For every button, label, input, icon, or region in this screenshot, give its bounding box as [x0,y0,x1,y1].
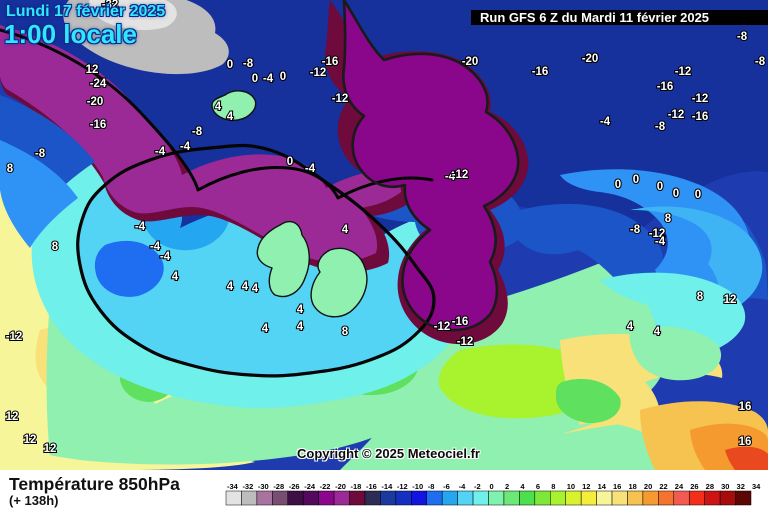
svg-text:14: 14 [598,482,607,491]
svg-text:-14: -14 [381,482,393,491]
svg-text:-34: -34 [227,482,239,491]
svg-text:-22: -22 [320,482,331,491]
svg-text:8: 8 [551,482,555,491]
svg-text:-10: -10 [412,482,423,491]
svg-text:-16: -16 [366,482,377,491]
svg-text:-28: -28 [273,482,284,491]
svg-text:34: 34 [752,482,761,491]
svg-text:-4: -4 [459,482,466,491]
svg-text:-24: -24 [304,482,316,491]
svg-text:12: 12 [582,482,590,491]
svg-text:-8: -8 [428,482,435,491]
svg-text:-6: -6 [443,482,450,491]
svg-text:0: 0 [490,482,494,491]
svg-text:-20: -20 [335,482,346,491]
svg-text:-30: -30 [258,482,269,491]
svg-text:18: 18 [628,482,636,491]
svg-text:6: 6 [536,482,540,491]
svg-text:-26: -26 [289,482,300,491]
svg-text:4: 4 [520,482,525,491]
svg-text:16: 16 [613,482,621,491]
svg-text:32: 32 [737,482,745,491]
svg-text:30: 30 [721,482,729,491]
svg-text:-2: -2 [474,482,481,491]
svg-text:28: 28 [706,482,714,491]
svg-text:20: 20 [644,482,652,491]
svg-text:24: 24 [675,482,684,491]
svg-text:-18: -18 [351,482,362,491]
svg-text:2: 2 [505,482,509,491]
svg-text:22: 22 [659,482,667,491]
svg-text:10: 10 [567,482,575,491]
svg-text:26: 26 [690,482,698,491]
svg-text:-32: -32 [242,482,253,491]
svg-text:-12: -12 [397,482,408,491]
